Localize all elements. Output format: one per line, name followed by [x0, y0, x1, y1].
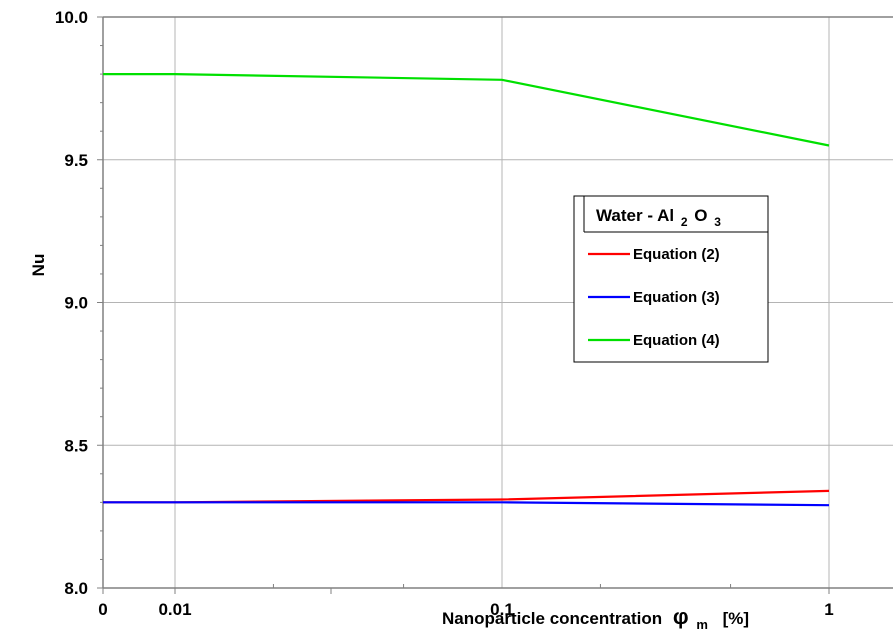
x-tick-label: 0.1: [490, 600, 514, 619]
y-tick-labels: 8.0 8.5 9.0 9.5 10.0: [55, 8, 88, 598]
x-tick-labels: 0 0.01 0.1 1: [98, 600, 833, 619]
y-axis-label: Nu: [29, 254, 48, 277]
series-line-2: [103, 501, 830, 507]
legend-label-1: Equation (2): [633, 246, 720, 263]
y-tick-label: 8.5: [64, 436, 88, 455]
y-tick-label: 10.0: [55, 8, 88, 27]
grid: [103, 17, 893, 588]
legend-items: Equation (2) Equation (3) Equation (4): [588, 246, 720, 349]
legend-box: [573, 195, 769, 363]
x-axis-label-symbol: φ: [673, 604, 689, 629]
legend-title-main: Water - Al: [596, 206, 674, 225]
legend-label-2: Equation (3): [633, 289, 720, 306]
legend-title: Water - Al 2 O 3: [596, 206, 721, 230]
y-tick-label: 8.0: [64, 579, 88, 598]
y-tick-label: 9.5: [64, 151, 88, 170]
x-tick-label: 1: [824, 600, 833, 619]
x-tick-label: 0.01: [158, 600, 191, 619]
x-tick-label: 0: [98, 600, 107, 619]
axes: [97, 16, 893, 594]
x-axis-label-unit: [%]: [723, 609, 749, 628]
legend-title-sub2: 3: [714, 215, 721, 229]
series-line-1: [103, 489, 830, 504]
x-axis-label-subscript: m: [696, 617, 708, 632]
legend-label-3: Equation (4): [633, 332, 720, 349]
series-lines: [103, 72, 830, 507]
x-axis-label-text: Nanoparticle concentration: [442, 609, 662, 628]
y-tick-label: 9.0: [64, 294, 88, 313]
x-axis-label: Nanoparticle concentration φ m [%]: [442, 604, 749, 633]
legend-title-o: O: [694, 206, 707, 225]
legend-title-sub1: 2: [681, 215, 688, 229]
series-line-3: [103, 72, 830, 147]
legend: Water - Al 2 O 3 Equation (2) Equation (3…: [573, 195, 769, 363]
